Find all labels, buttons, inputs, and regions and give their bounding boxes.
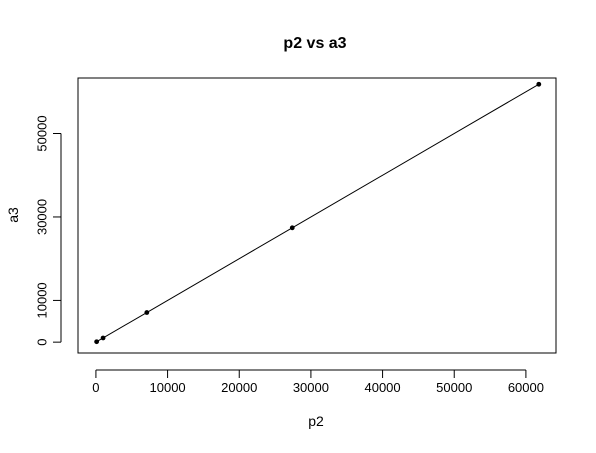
data-point xyxy=(536,81,542,87)
series-layer xyxy=(94,81,542,345)
x-axis: 0 10000 20000 30000 40000 50000 60000 xyxy=(92,369,544,395)
y-axis: 0 10000 30000 50000 xyxy=(34,115,62,346)
y-tick-label: 30000 xyxy=(34,199,49,235)
y-tick-label: 10000 xyxy=(34,282,49,318)
x-axis-label: p2 xyxy=(308,413,324,429)
data-point xyxy=(100,335,106,341)
x-tick-label: 50000 xyxy=(436,380,472,395)
y-axis-label: a3 xyxy=(5,207,21,223)
x-tick-label: 40000 xyxy=(364,380,400,395)
chart-title: p2 vs a3 xyxy=(283,35,346,52)
series-line xyxy=(96,83,540,343)
data-point xyxy=(289,225,295,231)
data-point xyxy=(144,310,150,315)
y-tick-label: 0 xyxy=(34,339,49,346)
data-point xyxy=(94,339,100,345)
x-tick-label: 0 xyxy=(92,380,99,395)
x-tick-label: 60000 xyxy=(508,380,544,395)
plot-area-border xyxy=(77,77,557,354)
y-tick-label: 50000 xyxy=(34,115,49,151)
x-tick-label: 10000 xyxy=(150,380,186,395)
x-tick-label: 30000 xyxy=(293,380,329,395)
x-tick-label: 20000 xyxy=(221,380,257,395)
